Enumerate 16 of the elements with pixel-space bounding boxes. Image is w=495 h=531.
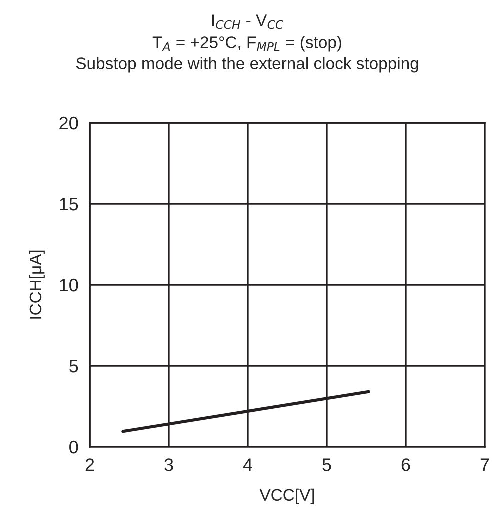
- y-tick-label: 10: [60, 278, 78, 292]
- y-tick-label: 20: [60, 116, 78, 130]
- y-tick-label: 0: [70, 440, 78, 454]
- x-tick-label: 3: [164, 458, 174, 472]
- chart-subtitle: T$_{A}$ = +25°C, F$_{MPL}$ = (stop): [152, 36, 342, 52]
- x-tick-label: 6: [402, 458, 410, 472]
- text: Substop mode with the external clock stopping: [76, 57, 418, 73]
- x-axis-title: VCC[V]: [260, 488, 314, 504]
- x-tick-label: 5: [322, 458, 332, 472]
- x-tick-label: 2: [86, 458, 94, 472]
- x-tick-label: 7: [480, 458, 490, 472]
- y-axis-title: ICCH[μA]: [29, 250, 45, 319]
- y-tick-label: 15: [60, 198, 78, 211]
- chart-title: I$_{CCH}$ - V$_{CC}$: [212, 14, 284, 30]
- x-tick-label: 4: [243, 458, 252, 472]
- y-tick-label: 5: [70, 360, 78, 373]
